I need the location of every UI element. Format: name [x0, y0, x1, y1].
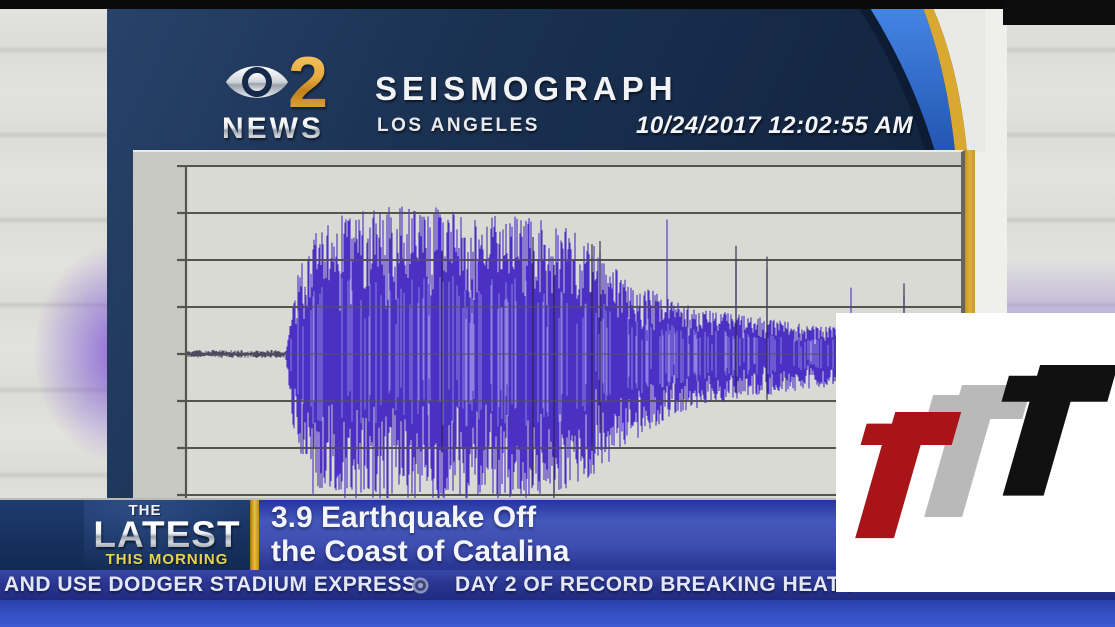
ttt-red-t — [855, 412, 962, 539]
ttt-logo-icon — [855, 365, 1115, 539]
letterbox-top-bar — [0, 0, 1115, 9]
headline-text: 3.9 Earthquake Off the Coast of Catalina — [271, 501, 569, 569]
the-latest-badge: THE LATEST THIS MORNING — [84, 500, 250, 570]
ticker-item-2: DAY 2 OF RECORD BREAKING HEAT F — [455, 573, 860, 596]
card-swoosh-decoration — [859, 8, 985, 152]
cbs-eye-bullet-icon — [412, 577, 429, 594]
channel-number: 2 — [288, 43, 329, 123]
cbs-eye-icon — [226, 66, 288, 98]
ttt-black-t — [1001, 365, 1115, 496]
badge-line2: LATEST — [84, 516, 250, 553]
gold-edge-stripe — [963, 150, 975, 313]
watermark-box — [836, 313, 1115, 592]
news-label: NEWS — [222, 112, 324, 145]
studio-wall-right — [1007, 8, 1115, 313]
ticker-lower-band — [0, 600, 1115, 627]
seismogram-trace-chart — [177, 165, 962, 500]
purple-tint — [1007, 258, 1115, 313]
badge-line1: THE — [128, 502, 162, 519]
seismograph-chart-panel — [133, 150, 965, 500]
badge-line3: THIS MORNING — [105, 551, 229, 568]
gold-divider-bar — [250, 500, 259, 570]
headline-line1: 3.9 Earthquake Off — [271, 501, 537, 534]
cbs2-news-logo: 2 NEWS — [222, 43, 374, 150]
graphic-title: SEISMOGRAPH — [375, 70, 678, 107]
timestamp: 10/24/2017 12:02:55 AM — [636, 112, 913, 139]
studio-wall-left — [0, 8, 140, 498]
ticker-item-1: AND USE DODGER STADIUM EXPRESS — [4, 573, 417, 596]
graphic-subtitle: LOS ANGELES — [377, 115, 540, 136]
headline-line2: the Coast of Catalina — [271, 535, 570, 568]
letterbox-top-right-corner — [1003, 0, 1115, 25]
